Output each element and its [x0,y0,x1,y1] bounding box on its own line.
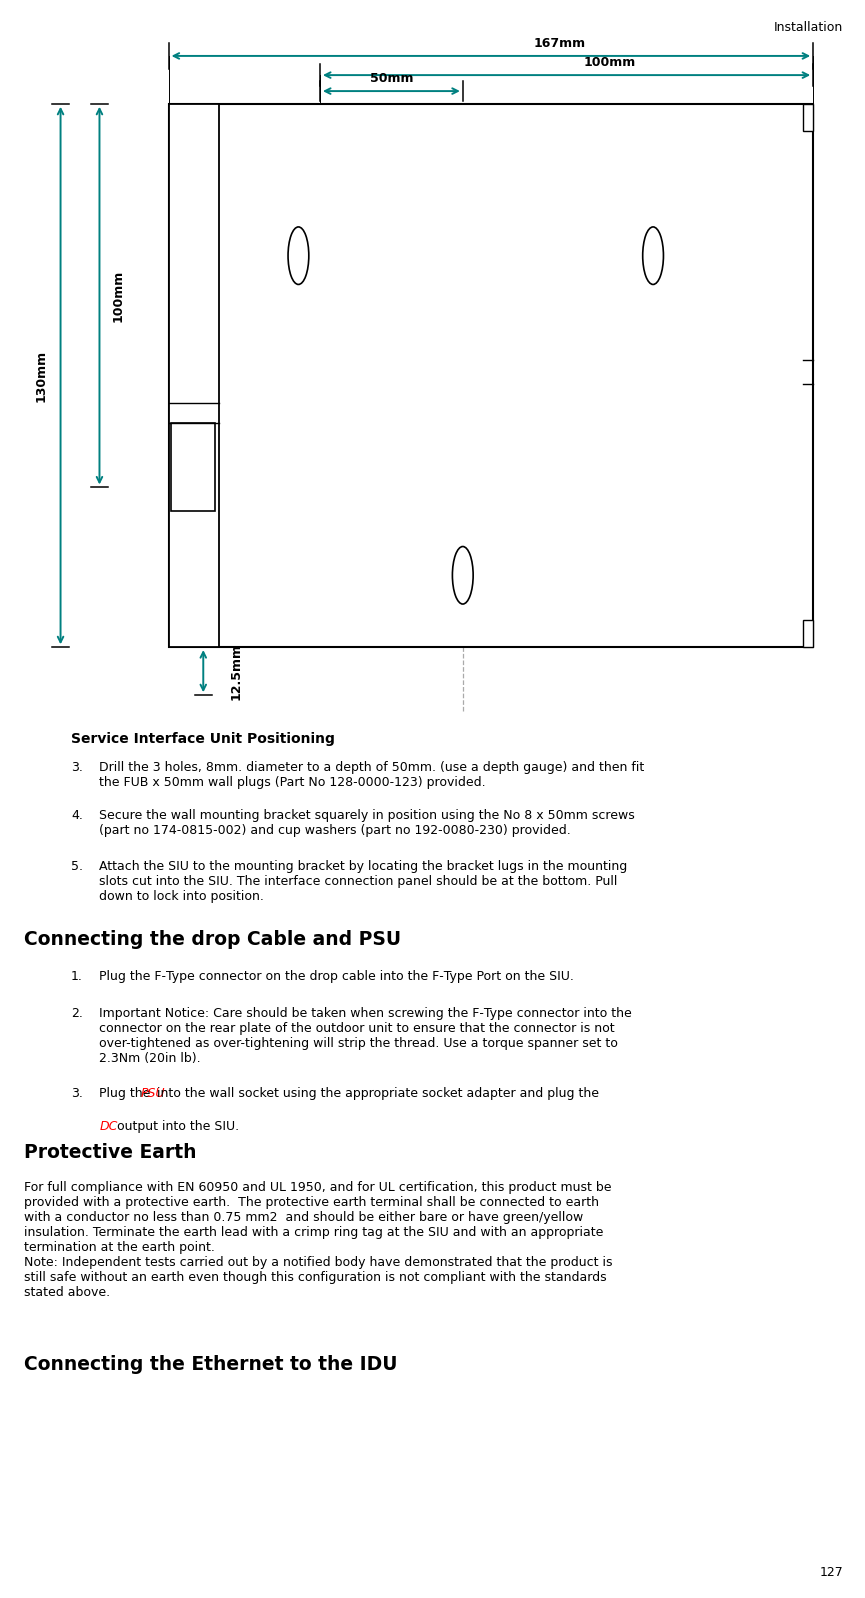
Text: 12.5mm: 12.5mm [229,642,243,700]
Text: Secure the wall mounting bracket squarely in position using the No 8 x 50mm scre: Secure the wall mounting bracket squarel… [99,809,635,837]
Text: Plug the: Plug the [99,1087,155,1099]
Text: Drill the 3 holes, 8mm. diameter to a depth of 50mm. (use a depth gauge) and the: Drill the 3 holes, 8mm. diameter to a de… [99,761,644,789]
Text: PSU: PSU [141,1087,165,1099]
Text: Connecting the drop Cable and PSU: Connecting the drop Cable and PSU [24,930,401,949]
Bar [803,104,813,131]
Text: DC: DC [99,1120,118,1133]
Bar [171,423,215,511]
Text: 100mm: 100mm [584,56,636,69]
Text: 2.: 2. [71,1007,83,1020]
Text: For full compliance with EN 60950 and UL 1950, and for UL certification, this pr: For full compliance with EN 60950 and UL… [24,1181,612,1299]
Text: output into the SIU.: output into the SIU. [117,1120,239,1133]
Text: 5.: 5. [71,860,83,873]
Text: 4.: 4. [71,809,83,821]
Text: Connecting the Ethernet to the IDU: Connecting the Ethernet to the IDU [24,1355,398,1374]
Text: Installation: Installation [774,21,843,34]
Text: Plug the F‑Type connector on the drop cable into the F‑Type Port on the SIU.: Plug the F‑Type connector on the drop ca… [99,970,574,983]
Text: 100mm: 100mm [112,270,125,321]
Text: Attach the SIU to the mounting bracket by locating the bracket lugs in the mount: Attach the SIU to the mounting bracket b… [99,860,628,903]
Bar [803,620,813,647]
Text: Service Interface Unit Positioning: Service Interface Unit Positioning [71,732,335,746]
Text: Protective Earth: Protective Earth [24,1143,196,1162]
Text: into the wall socket using the appropriate socket adapter and plug the: into the wall socket using the appropria… [157,1087,599,1099]
Text: 1.: 1. [71,970,83,983]
Text: 3.: 3. [71,1087,83,1099]
Bar [169,104,219,647]
Text: 3.: 3. [71,761,83,773]
Bar [169,104,813,647]
Text: 50mm: 50mm [369,72,413,85]
Text: 127: 127 [820,1566,843,1579]
Text: 130mm: 130mm [35,350,48,401]
Text: 167mm: 167mm [534,37,586,50]
Text: Important Notice: Care should be taken when screwing the F‑Type connector into t: Important Notice: Care should be taken w… [99,1007,632,1064]
